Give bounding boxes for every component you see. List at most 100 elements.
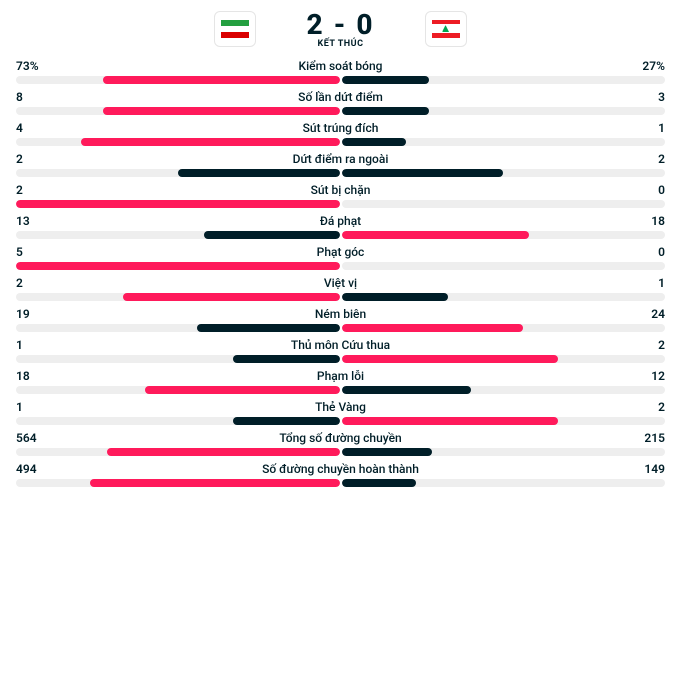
stat-bar-home-track	[16, 479, 340, 487]
stat-row: 494Số đường chuyền hoàn thành149	[16, 460, 665, 487]
stat-away-value: 1	[625, 121, 665, 135]
score-block: 2 - 0 KẾT THÚC	[306, 8, 374, 49]
stat-bar-home-fill	[197, 324, 339, 332]
flag-iran-icon	[221, 20, 249, 38]
stat-bar-home-track	[16, 293, 340, 301]
stat-bar-away-track	[342, 262, 666, 270]
stat-bar-away-fill	[342, 386, 471, 394]
stat-label: Dứt điểm ra ngoài	[56, 152, 625, 166]
stat-away-value: 3	[625, 90, 665, 104]
stat-bar-away-track	[342, 76, 666, 84]
stat-away-value: 0	[625, 245, 665, 259]
stat-bars	[16, 448, 665, 456]
stat-bar-away-fill	[342, 169, 504, 177]
score: 2 - 0	[306, 8, 374, 41]
stat-away-value: 2	[625, 338, 665, 352]
stat-bar-away-track	[342, 231, 666, 239]
stat-bar-away-fill	[342, 479, 416, 487]
stat-away-value: 215	[625, 431, 665, 445]
stat-away-value: 0	[625, 183, 665, 197]
stat-bar-away-track	[342, 107, 666, 115]
stat-header: 564Tổng số đường chuyền215	[16, 429, 665, 448]
stat-home-value: 4	[16, 121, 56, 135]
stat-bar-away-track	[342, 448, 666, 456]
stat-bar-away-fill	[342, 138, 407, 146]
stat-bar-home-fill	[16, 262, 340, 270]
stat-bar-away-fill	[342, 417, 559, 425]
stat-bar-away-fill	[342, 355, 559, 363]
stat-label: Đá phạt	[56, 214, 625, 228]
stat-bar-away-fill	[342, 231, 530, 239]
stat-bar-away-fill	[342, 76, 429, 84]
stat-home-value: 564	[16, 431, 56, 445]
stat-bar-home-track	[16, 169, 340, 177]
stat-home-value: 494	[16, 462, 56, 476]
stat-home-value: 2	[16, 276, 56, 290]
stat-header: 4Sút trúng đích1	[16, 119, 665, 138]
stat-bars	[16, 479, 665, 487]
stat-header: 2Dứt điểm ra ngoài2	[16, 150, 665, 169]
stat-bar-away-track	[342, 293, 666, 301]
stat-bar-home-track	[16, 76, 340, 84]
stat-row: 19Ném biên24	[16, 305, 665, 332]
stat-label: Số đường chuyền hoàn thành	[56, 462, 625, 476]
stat-header: 13Đá phạt18	[16, 212, 665, 231]
stat-row: 13Đá phạt18	[16, 212, 665, 239]
stat-row: 1Thẻ Vàng2	[16, 398, 665, 425]
stat-bar-home-fill	[204, 231, 340, 239]
stat-bar-away-track	[342, 324, 666, 332]
stat-bar-home-fill	[90, 479, 339, 487]
stat-header: 1Thủ môn Cứu thua2	[16, 336, 665, 355]
stat-bar-home-track	[16, 107, 340, 115]
stat-bar-away-fill	[342, 324, 523, 332]
stat-bar-home-fill	[103, 76, 339, 84]
stat-header: 494Số đường chuyền hoàn thành149	[16, 460, 665, 479]
stat-label: Phạt góc	[56, 245, 625, 259]
stat-header: 18Phạm lỗi12	[16, 367, 665, 386]
flag-lebanon-icon	[432, 20, 460, 38]
stat-bar-away-track	[342, 169, 666, 177]
stat-row: 8Số lần dứt điểm3	[16, 88, 665, 115]
stat-header: 5Phạt góc0	[16, 243, 665, 262]
stat-home-value: 2	[16, 183, 56, 197]
stat-header: 2Sút bị chặn0	[16, 181, 665, 200]
stat-label: Thẻ Vàng	[56, 400, 625, 414]
home-flag	[214, 11, 256, 47]
stat-bars	[16, 355, 665, 363]
stat-bar-home-track	[16, 417, 340, 425]
stat-header: 73%Kiểm soát bóng27%	[16, 57, 665, 76]
stat-home-value: 13	[16, 214, 56, 228]
stat-label: Sút trúng đích	[56, 121, 625, 135]
stat-bar-away-track	[342, 479, 666, 487]
stat-home-value: 2	[16, 152, 56, 166]
stat-label: Ném biên	[56, 307, 625, 321]
stat-label: Kiểm soát bóng	[56, 59, 625, 73]
stat-bar-home-fill	[107, 448, 340, 456]
stat-home-value: 1	[16, 338, 56, 352]
stat-bar-away-track	[342, 417, 666, 425]
stat-bar-home-track	[16, 262, 340, 270]
stat-bar-home-fill	[233, 417, 340, 425]
stat-header: 8Số lần dứt điểm3	[16, 88, 665, 107]
stat-away-value: 2	[625, 152, 665, 166]
stat-header: 1Thẻ Vàng2	[16, 398, 665, 417]
stat-bar-home-fill	[81, 138, 340, 146]
stat-bar-away-track	[342, 355, 666, 363]
stat-home-value: 1	[16, 400, 56, 414]
stat-home-value: 73%	[16, 59, 56, 73]
stat-away-value: 149	[625, 462, 665, 476]
stat-home-value: 5	[16, 245, 56, 259]
stat-bars	[16, 231, 665, 239]
stat-row: 4Sút trúng đích1	[16, 119, 665, 146]
stat-bars	[16, 417, 665, 425]
stat-bar-home-track	[16, 200, 340, 208]
stat-bars	[16, 169, 665, 177]
stat-away-value: 1	[625, 276, 665, 290]
stat-row: 564Tổng số đường chuyền215	[16, 429, 665, 456]
stat-home-value: 8	[16, 90, 56, 104]
stat-bar-home-track	[16, 324, 340, 332]
stat-bars	[16, 386, 665, 394]
stat-bar-home-fill	[123, 293, 340, 301]
stat-label: Việt vị	[56, 276, 625, 290]
stat-label: Thủ môn Cứu thua	[56, 338, 625, 352]
